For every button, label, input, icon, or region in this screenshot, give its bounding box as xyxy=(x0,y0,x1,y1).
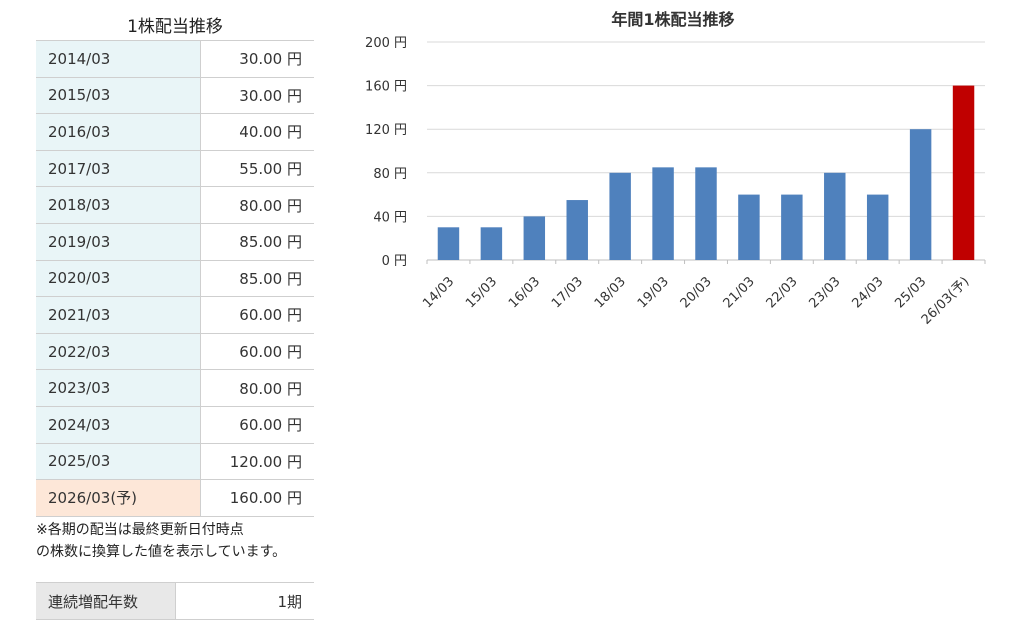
bar xyxy=(695,167,717,260)
y-tick-label: 40 円 xyxy=(373,210,407,225)
streak-value: 1期 xyxy=(175,582,314,620)
note-line-1: ※各期の配当は最終更新日付時点 xyxy=(36,521,244,538)
dividend-row: 2016/03 40.00 円 xyxy=(36,113,314,151)
dividend-amount: 85.00 円 xyxy=(200,260,314,298)
streak-row: 連続増配年数 1期 xyxy=(36,582,314,620)
x-tick-label: 23/03 xyxy=(806,274,843,311)
dividend-period: 2023/03 xyxy=(36,369,201,407)
x-tick-label: 25/03 xyxy=(892,274,929,311)
x-tick-label: 20/03 xyxy=(678,274,715,311)
dividend-bar-chart: 年間1株配当推移 0 円 40 円 80 円 120 円 160 円 200 円 14/0… xyxy=(365,10,986,328)
chart-bars xyxy=(437,85,975,260)
dividend-amount: 30.00 円 xyxy=(200,40,314,78)
x-tick-label: 14/03 xyxy=(420,274,457,311)
bar xyxy=(738,194,760,260)
x-tick-label: 18/03 xyxy=(592,274,629,311)
dividend-period: 2025/03 xyxy=(36,443,201,481)
dividend-amount: 60.00 円 xyxy=(200,406,314,444)
dividend-row: 2018/03 80.00 円 xyxy=(36,186,314,224)
dividend-table: 2014/03 30.00 円 2015/03 30.00 円 2016/03 40.00… xyxy=(36,40,314,517)
y-tick-label: 200 円 xyxy=(365,36,407,51)
bar xyxy=(909,129,932,260)
dividend-period: 2026/03(予) xyxy=(36,479,201,517)
bar xyxy=(566,200,588,260)
dividend-period: 2015/03 xyxy=(36,77,201,115)
dividend-amount: 55.00 円 xyxy=(200,150,314,188)
dividend-period: 2020/03 xyxy=(36,260,201,298)
dividend-amount: 30.00 円 xyxy=(200,77,314,115)
y-tick-label: 160 円 xyxy=(365,80,407,95)
dividend-row: 2014/03 30.00 円 xyxy=(36,40,314,78)
x-tick-label: 24/03 xyxy=(849,274,886,311)
bar xyxy=(824,172,846,260)
dividend-period: 2019/03 xyxy=(36,223,201,261)
dividend-table-panel: 1株配当推移 2014/03 30.00 円 2015/03 30.00 円 2016/… xyxy=(36,14,314,563)
bar xyxy=(437,227,460,260)
note-line-2: の株数に換算した値を表示しています。 xyxy=(36,543,287,560)
bar xyxy=(480,227,503,260)
y-tick-label: 80 円 xyxy=(373,167,407,182)
y-axis-tick-labels: 0 円 40 円 80 円 120 円 160 円 200 円 xyxy=(365,36,407,269)
x-tick-label: 22/03 xyxy=(764,274,801,311)
table-note: ※各期の配当は最終更新日付時点 の株数に換算した値を表示しています。 xyxy=(36,519,336,563)
bar xyxy=(866,194,889,260)
x-tick-label: 26/03(予) xyxy=(919,274,972,327)
x-tick-label: 15/03 xyxy=(463,274,500,311)
x-tick-label: 19/03 xyxy=(635,274,672,311)
bar xyxy=(781,194,803,260)
dividend-row: 2017/03 55.00 円 xyxy=(36,150,314,188)
streak-table: 連続増配年数 1期 xyxy=(36,582,314,620)
dividend-amount: 85.00 円 xyxy=(200,223,314,261)
dividend-period: 2022/03 xyxy=(36,333,201,371)
y-tick-label: 0 円 xyxy=(382,254,407,269)
dividend-amount: 40.00 円 xyxy=(200,113,314,151)
dividend-row: 2020/03 85.00 円 xyxy=(36,260,314,298)
dividend-amount: 60.00 円 xyxy=(200,333,314,371)
dividend-amount: 60.00 円 xyxy=(200,296,314,334)
dividend-row: 2021/03 60.00 円 xyxy=(36,296,314,334)
bar xyxy=(523,216,546,260)
streak-label: 連続増配年数 xyxy=(36,582,176,620)
x-axis-tick-labels: 14/03 15/03 16/03 17/03 18/03 19/03 20/03 21/03… xyxy=(420,274,972,327)
dividend-period: 2014/03 xyxy=(36,40,201,78)
dividend-amount: 80.00 円 xyxy=(200,186,314,224)
dividend-row: 2023/03 80.00 円 xyxy=(36,369,314,407)
dividend-row: 2025/03 120.00 円 xyxy=(36,443,314,481)
dividend-amount: 80.00 円 xyxy=(200,369,314,407)
bar xyxy=(609,172,631,260)
dividend-amount: 120.00 円 xyxy=(200,443,314,481)
x-tick-label: 17/03 xyxy=(549,274,586,311)
x-tick-label: 21/03 xyxy=(721,274,758,311)
dividend-period: 2021/03 xyxy=(36,296,201,334)
bar xyxy=(652,167,674,260)
dividend-row: 2015/03 30.00 円 xyxy=(36,77,314,115)
chart-title: 年間1株配当推移 xyxy=(611,10,734,29)
x-tick-label: 16/03 xyxy=(506,274,543,311)
table-title: 1株配当推移 xyxy=(127,17,223,37)
dividend-row: 2026/03(予) 160.00 円 xyxy=(36,479,314,517)
dividend-amount: 160.00 円 xyxy=(200,479,314,517)
dividend-period: 2024/03 xyxy=(36,406,201,444)
dividend-period: 2018/03 xyxy=(36,186,201,224)
dividend-period: 2016/03 xyxy=(36,113,201,151)
dividend-row: 2019/03 85.00 円 xyxy=(36,223,314,261)
bar xyxy=(952,85,975,260)
dividend-row: 2024/03 60.00 円 xyxy=(36,406,314,444)
dividend-row: 2022/03 60.00 円 xyxy=(36,333,314,371)
dividend-period: 2017/03 xyxy=(36,150,201,188)
y-tick-label: 120 円 xyxy=(365,123,407,138)
